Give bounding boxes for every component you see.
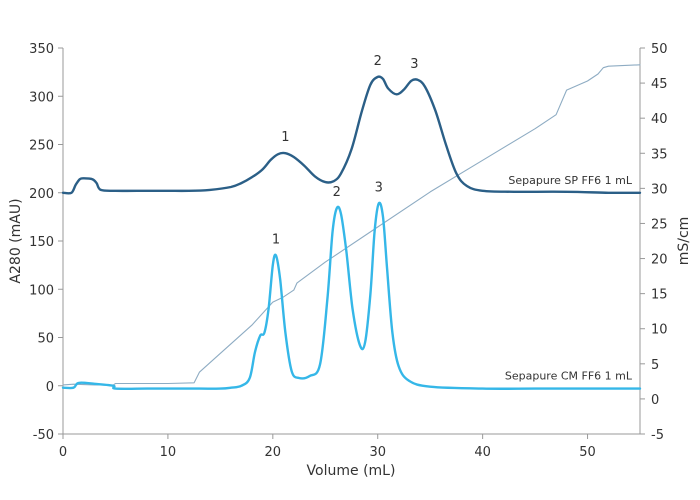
y-tick-label: 150	[29, 235, 54, 250]
y2-tick-label: 25	[651, 217, 668, 232]
y-tick-label: 200	[29, 187, 54, 202]
y2-tick-label: -5	[651, 428, 664, 443]
cm-ff6-series-label: Sepapure CM FF6 1 mL	[505, 370, 633, 383]
conductivity-trace	[62, 64, 641, 386]
peak-label-cm-2: 2	[333, 185, 341, 200]
y-tick-label: 100	[29, 283, 54, 298]
peak-label-sp-1: 1	[281, 130, 289, 145]
sp-ff6-series-label: Sepapure SP FF6 1 mL	[508, 174, 632, 187]
y2-tick-label: 45	[651, 77, 668, 92]
peak-label-cm-1: 1	[272, 232, 280, 247]
y-tick-label: 50	[37, 332, 54, 347]
x-tick-label: 10	[160, 445, 177, 460]
y-tick-label: -50	[33, 428, 54, 443]
peak-label-sp-2: 2	[374, 54, 382, 69]
cm-ff6-trace	[61, 201, 642, 391]
y-axis-title: A280 (mAU)	[8, 198, 24, 283]
x-tick-label: 30	[369, 445, 386, 460]
y2-tick-label: 40	[651, 112, 668, 127]
x-tick-label: 20	[265, 445, 282, 460]
y2-tick-label: 50	[651, 42, 668, 57]
y2-tick-label: 10	[651, 323, 668, 338]
series-layer	[61, 64, 642, 391]
y-tick-label: 250	[29, 139, 54, 154]
x-tick-label: 50	[579, 445, 596, 460]
y2-tick-label: 35	[651, 147, 668, 162]
ticks-layer: 0 10 20 30 40 50-50050100150200250300350-5051…	[29, 42, 667, 460]
peak-label-sp-3: 3	[410, 57, 418, 72]
y2-tick-label: 20	[651, 253, 668, 268]
y2-tick-label: 0	[651, 393, 659, 408]
peak-label-cm-3: 3	[375, 180, 383, 195]
x-tick-label: 0	[59, 445, 67, 460]
y2-tick-label: 15	[651, 288, 668, 303]
y2-axis-title: mS/cm	[676, 217, 692, 266]
labels-layer: Sepapure SP FF6 1 mL Sepapure CM FF6 1 mL…	[272, 54, 633, 383]
sp-ff6-trace	[61, 75, 642, 195]
y-tick-label: 300	[29, 90, 54, 105]
x-tick-label: 40	[474, 445, 491, 460]
y-tick-label: 0	[46, 380, 54, 395]
y-tick-label: 350	[29, 42, 54, 57]
x-axis-title: Volume (mL)	[307, 463, 396, 479]
y2-tick-label: 5	[651, 358, 659, 373]
y2-tick-label: 30	[651, 182, 668, 197]
